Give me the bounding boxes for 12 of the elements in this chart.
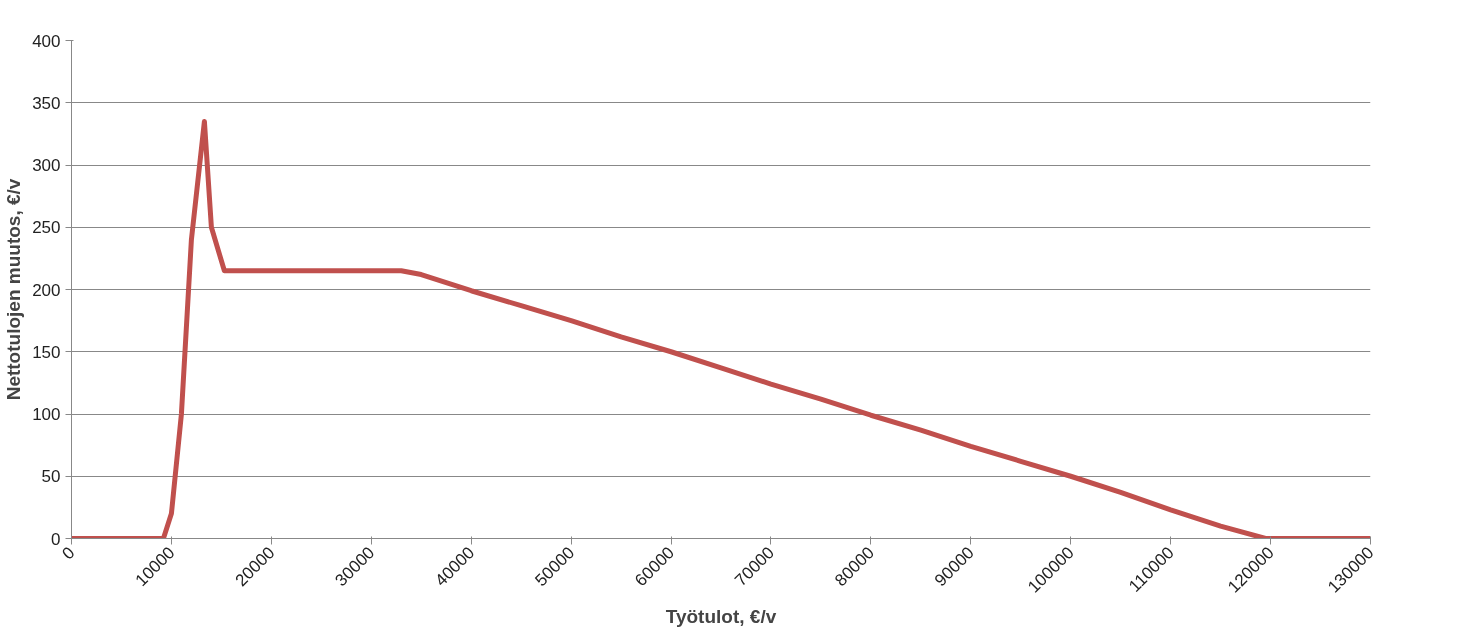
y-tick-label: 50 [41,467,61,487]
y-tick-label: 100 [32,405,61,424]
y-tick-label: 0 [51,529,61,549]
y-tick-label: 150 [32,342,61,362]
y-tick-label: 400 [32,31,61,51]
x-axis-title: Työtulot, €/v [665,606,777,628]
y-axis-title: Nettotulojen muutos, €/v [3,178,25,401]
y-tick-label: 300 [32,156,61,175]
y-tick-label: 200 [32,280,61,300]
x-tick-label: 0 [58,543,79,564]
y-tick-label: 250 [32,218,61,238]
y-tick-label: 350 [32,93,61,113]
